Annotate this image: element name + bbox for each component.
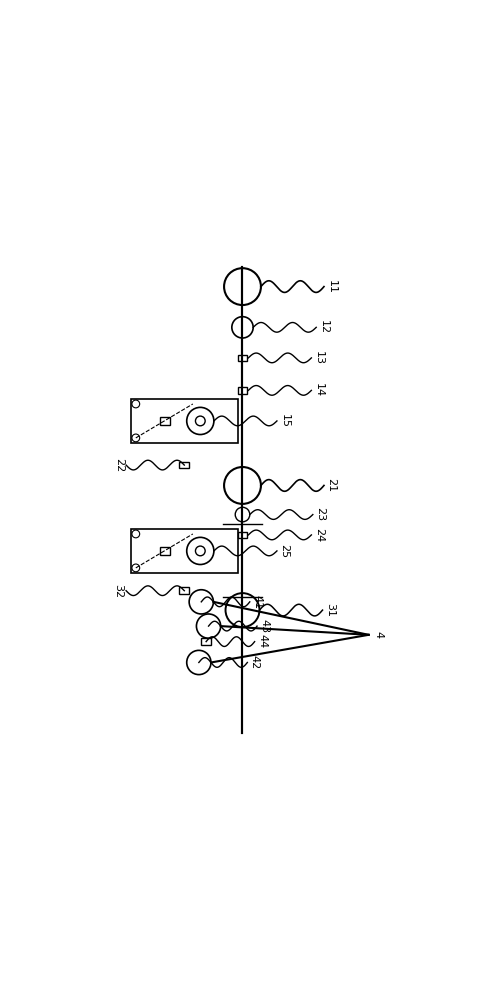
Bar [131, 399, 237, 443]
Text: 32: 32 [113, 584, 123, 598]
Text: 11: 11 [326, 280, 336, 294]
Text: 14: 14 [313, 383, 323, 397]
Text: 44: 44 [257, 634, 267, 649]
Bar [201, 638, 211, 645]
Bar [159, 547, 170, 555]
Text: 13: 13 [313, 351, 323, 365]
Text: 25: 25 [279, 544, 289, 558]
Text: 12: 12 [318, 320, 328, 334]
Text: 4: 4 [373, 631, 383, 638]
Bar [159, 417, 170, 425]
Bar [131, 529, 237, 573]
Text: 41: 41 [252, 595, 262, 609]
Bar [237, 387, 247, 394]
Text: 31: 31 [324, 603, 334, 617]
Bar [237, 532, 247, 538]
Text: 21: 21 [326, 478, 336, 493]
Text: 15: 15 [279, 414, 289, 428]
Text: 43: 43 [259, 619, 269, 633]
Text: 23: 23 [315, 507, 325, 522]
Text: 22: 22 [113, 458, 123, 472]
Bar [237, 355, 247, 361]
Text: 24: 24 [313, 528, 323, 542]
Bar [179, 587, 189, 594]
Bar [179, 462, 189, 468]
Text: 42: 42 [249, 655, 259, 670]
